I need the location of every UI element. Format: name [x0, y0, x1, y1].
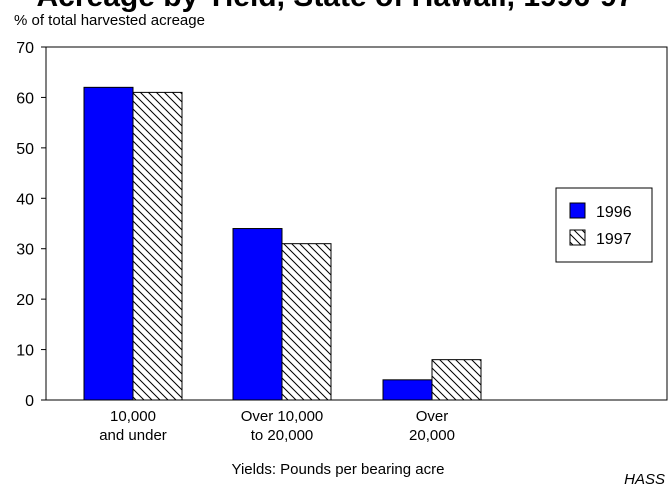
bars: [83, 86, 482, 401]
bar-1997-0: [132, 91, 183, 401]
y-tick-label: 10: [16, 343, 34, 360]
category-label: Over: [416, 408, 449, 425]
y-tick-label: 70: [16, 40, 34, 57]
y-tick-label: 60: [16, 90, 34, 107]
legend: 1996 1997: [555, 187, 653, 263]
plot-frame: [45, 46, 668, 401]
legend-swatch-1997: [569, 229, 586, 246]
bar-1996-0: [83, 86, 134, 401]
bar-1997-1: [281, 243, 332, 401]
y-axis-ticks: 0 10 20 30 40 50 60 70: [16, 40, 46, 410]
y-tick-label: 20: [16, 292, 34, 309]
x-axis-category-labels: 10,000 and under Over 10,000 to 20,000 Over 2…: [99, 408, 455, 444]
legend-box: [555, 187, 653, 263]
bar-1996-2: [382, 379, 433, 401]
category-label: Over 10,000: [241, 408, 324, 425]
y-tick-label: 50: [16, 141, 34, 158]
chart-title: Acreage by Yield, State of Hawaii, 1996-…: [37, 0, 634, 13]
y-axis-label: % of total harvested acreage: [14, 12, 205, 29]
category-label: 20,000: [409, 427, 455, 444]
y-tick-label: 0: [25, 393, 34, 410]
bar-1996-1: [232, 228, 283, 401]
legend-swatch-1996: [569, 202, 586, 219]
legend-label-1997: 1997: [596, 231, 632, 248]
x-axis-label: Yields: Pounds per bearing acre: [232, 461, 445, 478]
category-label: and under: [99, 427, 167, 444]
bar-1997-2: [431, 359, 482, 401]
y-tick-label: 40: [16, 191, 34, 208]
source-note: HASS: [624, 471, 665, 485]
category-label: to 20,000: [251, 427, 314, 444]
y-tick-label: 30: [16, 242, 34, 259]
legend-label-1996: 1996: [596, 204, 632, 221]
category-label: 10,000: [110, 408, 156, 425]
